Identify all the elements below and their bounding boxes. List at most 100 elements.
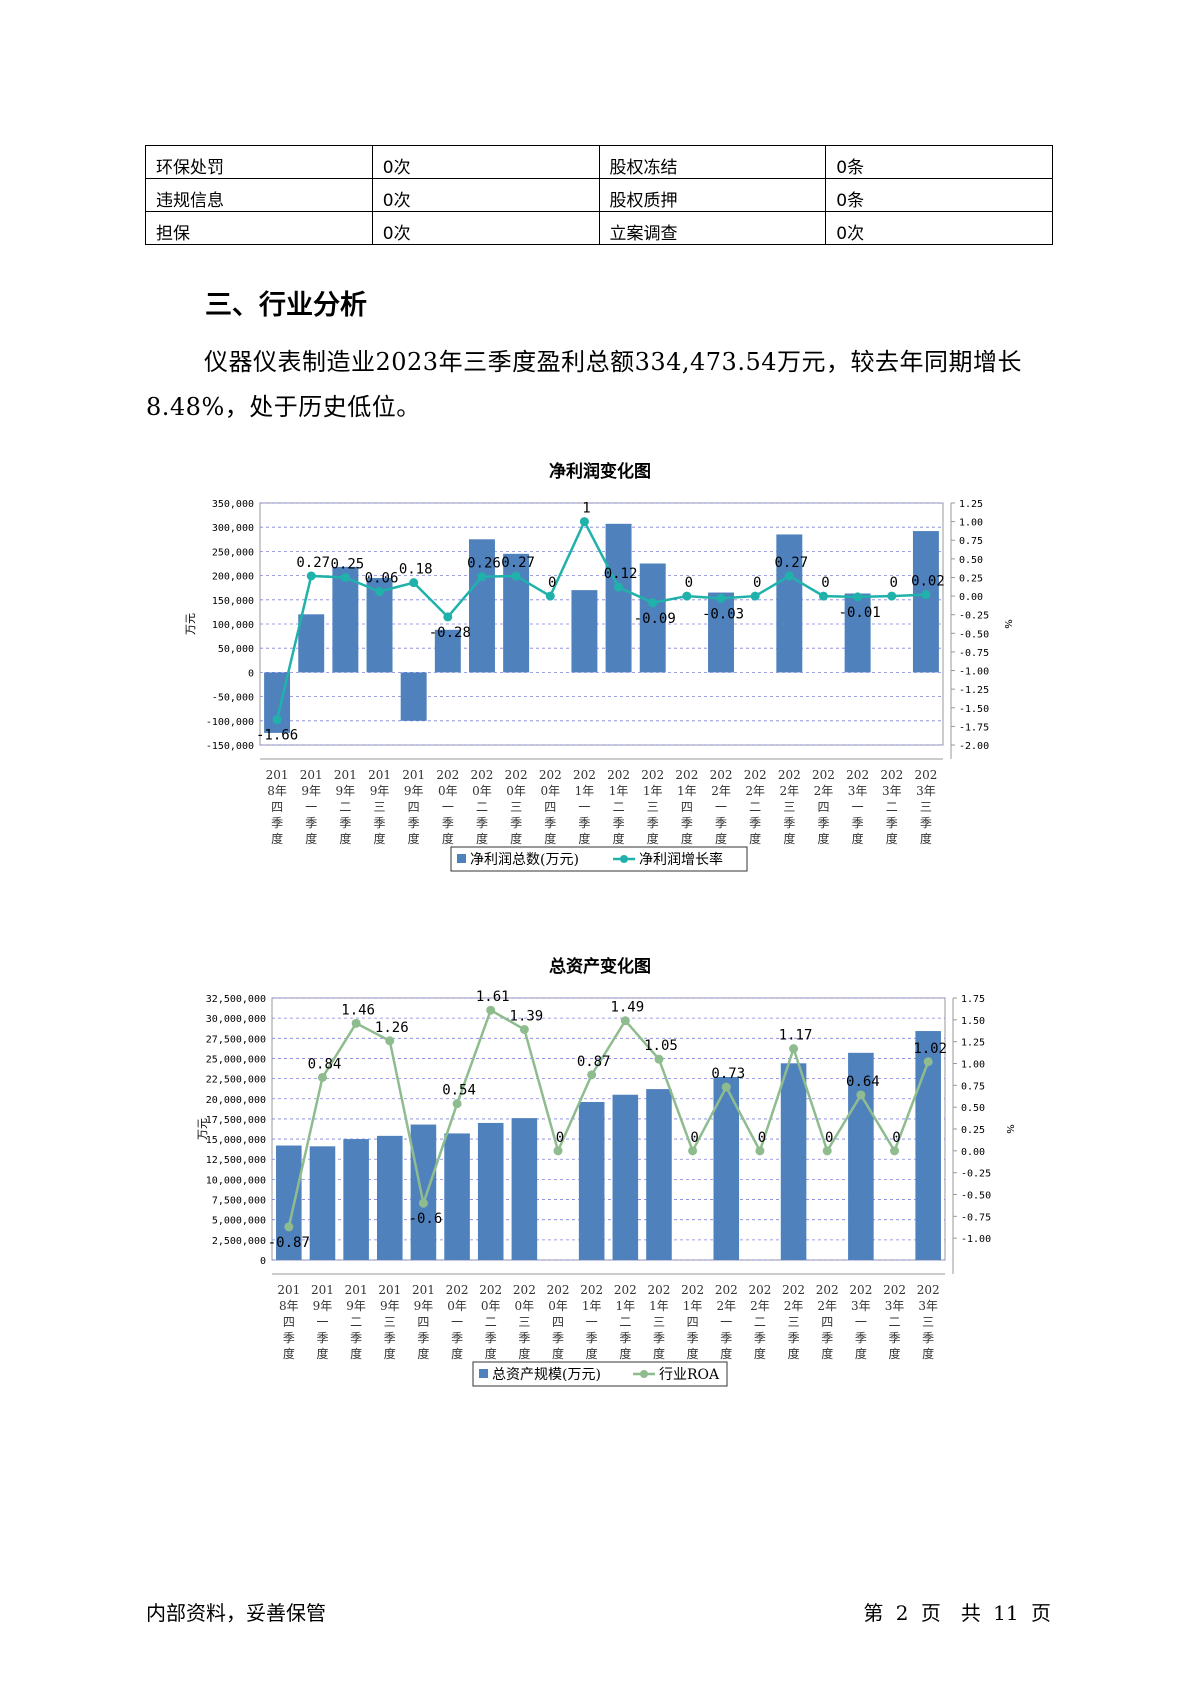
x-tick-label: 季 <box>855 1331 867 1345</box>
x-tick-label: 9年 <box>313 1299 333 1313</box>
x-tick-label: 四 <box>687 1315 699 1329</box>
x-tick-label: 季 <box>681 816 693 830</box>
x-tick-label: 三 <box>920 800 932 814</box>
data-label: 0 <box>753 575 761 591</box>
legend-label: 净利润总数(万元) <box>470 852 579 868</box>
x-tick-label: 度 <box>510 831 522 846</box>
x-tick-label: 度 <box>788 1346 800 1361</box>
bar <box>605 523 632 673</box>
data-label: -0.87 <box>268 1235 310 1251</box>
y-tick-label: 2,500,000 <box>212 1236 266 1247</box>
x-tick-label: 度 <box>476 831 488 846</box>
x-tick-label: 二 <box>350 1315 362 1329</box>
data-label: 1.61 <box>476 989 510 1005</box>
x-tick-label: 度 <box>920 831 932 846</box>
chart-svg: 净利润变化图350,000300,000250,000200,000150,00… <box>184 461 1013 872</box>
x-tick-label: 3年 <box>848 784 868 798</box>
line-point <box>822 1146 832 1156</box>
y-tick-label: 200,000 <box>212 572 254 583</box>
x-tick-label: 一 <box>852 800 864 814</box>
bar <box>780 1063 807 1260</box>
x-tick-label: 度 <box>283 1346 295 1361</box>
data-label: -0.09 <box>634 611 676 627</box>
info-table: 环保处罚 0次 股权冻结 0条 违规信息 0次 股权质押 0条 担保 0次 立案调查 0次 <box>145 145 1053 245</box>
x-tick-label: 2年 <box>750 1299 770 1313</box>
x-tick-label: 季 <box>578 816 590 830</box>
x-tick-label: 四 <box>544 800 556 814</box>
x-tick-label: 3年 <box>885 1299 905 1313</box>
x-tick-label: 季 <box>518 1331 530 1345</box>
bar <box>848 1052 874 1260</box>
x-tick-label: 二 <box>485 1315 497 1329</box>
line-point <box>272 715 282 725</box>
x-tick-label: 度 <box>544 831 556 846</box>
x-tick-label: 201 <box>266 768 289 782</box>
x-tick-label: 二 <box>619 1315 631 1329</box>
y-tick-label: 150,000 <box>212 596 254 607</box>
table-value-cell: 0次 <box>825 211 1053 245</box>
bar <box>646 1089 672 1260</box>
x-tick-label: 202 <box>846 768 869 782</box>
line-point <box>654 1054 664 1064</box>
x-tick-label: 202 <box>614 1283 637 1297</box>
bar <box>578 1101 605 1260</box>
x-tick-label: 2年 <box>745 784 765 798</box>
x-tick-label: 202 <box>812 768 835 782</box>
x-tick-label: 季 <box>749 816 761 830</box>
y2-tick-label: 1.00 <box>959 518 983 529</box>
y2-tick-label: 0.75 <box>959 536 983 547</box>
x-tick-label: 度 <box>316 1346 328 1361</box>
x-tick-label: 202 <box>573 768 596 782</box>
legend-box <box>472 1361 728 1387</box>
x-tick-label: 201 <box>300 768 323 782</box>
x-tick-label: 季 <box>552 1331 564 1345</box>
bar <box>915 1031 941 1260</box>
data-label: 0 <box>758 1130 766 1146</box>
x-tick-label: 202 <box>748 1283 771 1297</box>
data-label: 0.25 <box>331 556 365 572</box>
x-tick-label: 度 <box>715 831 727 846</box>
x-tick-label: 度 <box>408 831 420 846</box>
bar <box>343 1139 369 1260</box>
data-label: 0.02 <box>911 574 945 590</box>
line-point <box>688 1146 698 1156</box>
y-tick-label: 300,000 <box>212 523 254 534</box>
x-tick-label: 202 <box>436 768 459 782</box>
x-tick-label: 8年 <box>279 1299 299 1313</box>
line-point <box>418 1198 428 1208</box>
series-line <box>287 1008 930 1228</box>
line-point <box>682 591 692 601</box>
table-label-cell: 环保处罚 <box>145 145 373 179</box>
line-point <box>853 592 863 602</box>
y-axis-title: 万元 <box>184 613 197 635</box>
data-label: 0.73 <box>711 1066 745 1082</box>
data-label: 0 <box>685 575 693 591</box>
data-label: 0 <box>556 1130 564 1146</box>
x-tick-label: 201 <box>368 768 391 782</box>
line-point <box>306 571 316 581</box>
bar <box>298 614 325 673</box>
line-point <box>750 591 760 601</box>
x-tick-label: 度 <box>485 1346 497 1361</box>
x-tick-label: 度 <box>442 831 454 846</box>
line-point <box>818 591 828 601</box>
data-label: 1.26 <box>375 1020 409 1036</box>
x-tick-label: 季 <box>271 816 283 830</box>
x-tick-label: 度 <box>754 1346 766 1361</box>
data-label: -0.6 <box>409 1211 443 1227</box>
data-label: 0.87 <box>577 1054 611 1070</box>
y2-tick-label: -1.75 <box>959 722 989 733</box>
line-point <box>789 1044 799 1054</box>
x-tick-label: 季 <box>619 1331 631 1345</box>
x-tick-label: 2年 <box>817 1299 837 1313</box>
x-tick-label: 三 <box>788 1315 800 1329</box>
table-label-cell: 立案调查 <box>598 211 827 245</box>
x-tick-label: 202 <box>648 1283 671 1297</box>
x-tick-label: 季 <box>653 1331 665 1345</box>
y-tick-label: -100,000 <box>206 717 254 728</box>
y2-tick-label: 0.50 <box>961 1103 985 1114</box>
data-label: 0 <box>892 1130 900 1146</box>
legend-label: 总资产规模(万元) <box>492 1367 601 1383</box>
line-point <box>340 572 350 582</box>
x-tick-label: 202 <box>849 1283 872 1297</box>
